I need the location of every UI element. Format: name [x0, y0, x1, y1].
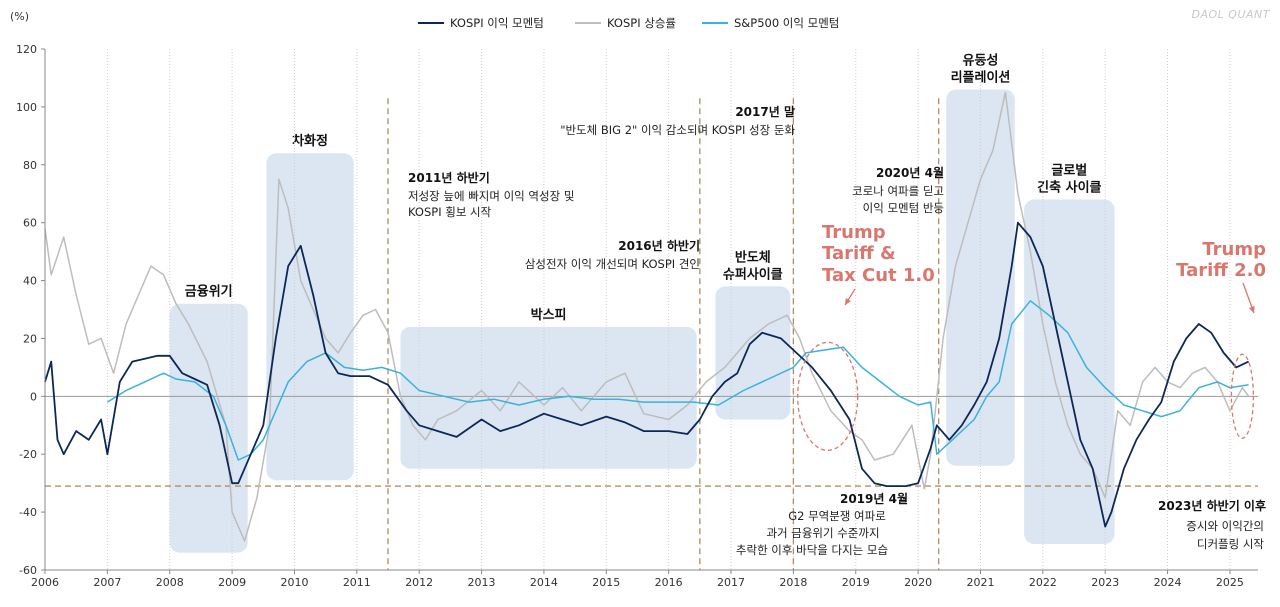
annotation-2023-title: 2023년 하반기 이후: [1158, 498, 1266, 513]
trump-1-line-1: Trump: [822, 222, 886, 243]
annotation-2011-line-2: KOSPI 횡보 시작: [408, 205, 492, 219]
series-lines: [44, 91, 1250, 542]
trump-1-arrow-head: [845, 298, 851, 305]
x-tick-label: 2020: [904, 576, 932, 589]
x-tick-label: 2016: [655, 576, 683, 589]
x-tick-label: 2025: [1216, 576, 1244, 589]
x-tick-label: 2018: [779, 576, 807, 589]
trump-1-ellipse: [797, 341, 859, 451]
region-semicycle: [715, 286, 791, 420]
annotation-2011-line-1: 저성장 늪에 빠지며 이익 역성장 및: [408, 189, 574, 203]
region-tightening: [1024, 199, 1115, 544]
annotation-2017-title: 2017년 말: [735, 105, 795, 119]
region-boxpi: [400, 326, 697, 469]
region-gfc: [169, 303, 248, 553]
x-tick-label: 2010: [280, 576, 308, 589]
series-kospi-momentum: [44, 221, 1249, 528]
y-tick-label: -60: [19, 564, 37, 577]
trump-1-line-2: Tariff &: [822, 243, 896, 264]
x-tick-label: 2023: [1091, 576, 1119, 589]
trump-labels: Trump Tariff & Tax Cut 1.0 Trump Tariff …: [822, 222, 1266, 286]
annotation-2020-line-1: 코로나 여파를 딛고: [852, 184, 944, 198]
x-tick-label: 2019: [842, 576, 870, 589]
annotation-2023-line-2: 디커플링 시작: [1197, 537, 1265, 551]
y-unit-label: (%): [10, 10, 29, 23]
x-tick-label: 2012: [405, 576, 433, 589]
region-label-chahwajung-0: 차화정: [292, 133, 328, 149]
x-tick-label: 2024: [1154, 576, 1182, 589]
x-tick-label: 2013: [468, 576, 496, 589]
y-tick-label: 40: [23, 275, 37, 288]
trump-2-arrow-head: [1248, 306, 1255, 313]
region-label-liquidity-1: 리플레이션: [951, 70, 1011, 86]
annotation-2017-line-1: "반도체 BIG 2" 이익 감소되며 KOSPI 성장 둔화: [560, 123, 795, 137]
y-tick-label: 100: [16, 101, 37, 114]
region-label-gfc-0: 금융위기: [185, 284, 233, 300]
annotation-2016-line-1: 삼성전자 이익 개선되며 KOSPI 견인: [525, 257, 700, 271]
y-tick-label: -40: [19, 506, 37, 519]
annotation-2019-line-1: G2 무역분쟁 여파로: [788, 509, 886, 523]
legend-label-kospi-growth: KOSPI 상승률: [607, 16, 676, 30]
y-tick-label: 20: [23, 332, 37, 345]
region-label-tightening-0: 글로벌: [1051, 164, 1087, 179]
annotation-2020-title: 2020년 4월: [876, 165, 944, 180]
trump-2-line-1: Trump: [1202, 239, 1266, 260]
annotation-2019-line-3: 추락한 이후 바닥을 다지는 모습: [736, 543, 888, 557]
annotation-2019-line-2: 과거 금융위기 수준까지: [766, 526, 879, 540]
trump-1-line-3: Tax Cut 1.0: [822, 265, 935, 286]
legend-label-kospi-momentum: KOSPI 이익 모멘텀: [450, 16, 544, 30]
x-tick-label: 2011: [343, 576, 371, 589]
y-tick-label: 80: [23, 159, 37, 172]
y-tick-label: 60: [23, 217, 37, 230]
series-sp500-momentum: [107, 300, 1249, 461]
series-kospi-growth: [44, 91, 1250, 542]
x-tick-label: 2006: [31, 576, 59, 589]
x-tick-label: 2009: [218, 576, 246, 589]
y-tick-label: -20: [19, 448, 37, 461]
x-tick-label: 2021: [966, 576, 994, 589]
region-label-semicycle-1: 슈퍼사이클: [723, 266, 783, 282]
x-tick-label: 2008: [156, 576, 184, 589]
region-label-semicycle-0: 반도체: [735, 249, 771, 265]
trump-2-ellipse: [1230, 353, 1255, 439]
x-tick-label: 2022: [1029, 576, 1057, 589]
region-label-tightening-1: 긴축 사이클: [1037, 180, 1101, 196]
annotation-2023-line-1: 증시와 이익간의: [1186, 519, 1264, 533]
x-tick-label: 2014: [530, 576, 558, 589]
annotations: 2011년 하반기 저성장 늪에 빠지며 이익 역성장 및 KOSPI 횡보 시…: [408, 105, 1266, 557]
x-tick-label: 2017: [717, 576, 745, 589]
region-label-boxpi-0: 박스피: [531, 307, 567, 323]
annotation-2020-line-2: 이익 모멘텀 반등: [863, 201, 944, 215]
trump-2-line-2: Tariff 2.0: [1176, 260, 1266, 281]
annotation-2011-title: 2011년 하반기: [408, 170, 490, 185]
brand-watermark: DAOL QUANT: [1192, 8, 1271, 21]
annotation-2019-title: 2019년 4월: [840, 491, 908, 506]
axes: -60 -40 -20 0 20 40 60 80 100 120 2006 2007 2008 2009…: [16, 43, 1258, 589]
legend: KOSPI 이익 모멘텀 KOSPI 상승률 S&P500 이익 모멘텀: [418, 16, 839, 30]
legend-label-sp500-momentum: S&P500 이익 모멘텀: [734, 16, 839, 30]
x-tick-label: 2015: [592, 576, 620, 589]
x-tick-label: 2007: [93, 576, 121, 589]
gridlines: [44, 49, 1258, 570]
region-chahwajung: [266, 153, 354, 481]
y-tick-label: 0: [30, 390, 37, 403]
trump-markers: [797, 282, 1255, 451]
annotation-2016-title: 2016년 하반기: [618, 238, 700, 253]
y-tick-label: 120: [16, 43, 37, 56]
